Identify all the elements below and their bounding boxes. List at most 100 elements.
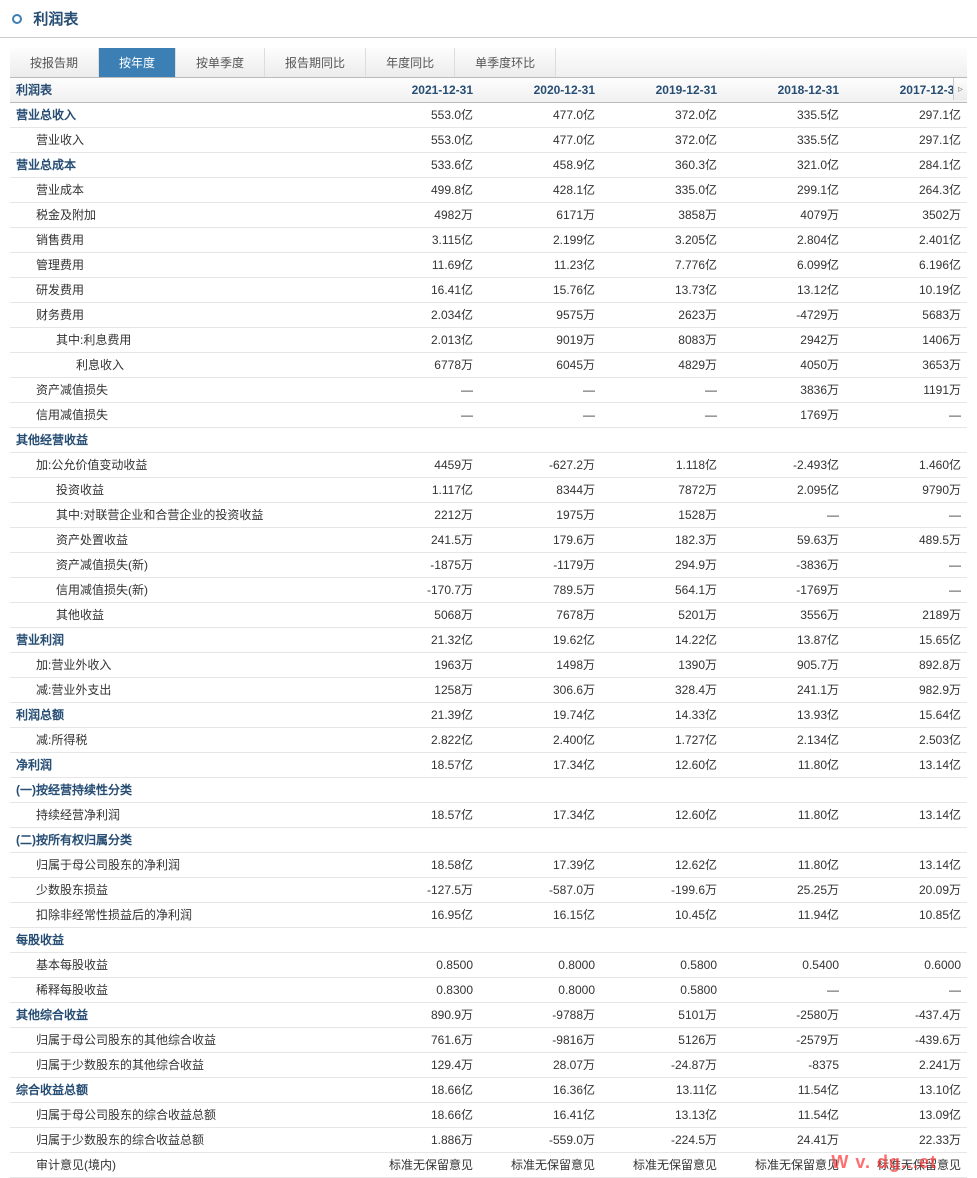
row-label: 信用减值损失(新)	[10, 578, 357, 603]
cell	[723, 828, 845, 853]
cell	[479, 928, 601, 953]
row-label: 加:公允价值变动收益	[10, 453, 357, 478]
cell: 13.10亿	[845, 1078, 967, 1103]
cell	[845, 428, 967, 453]
cell	[357, 778, 479, 803]
cell: 16.41亿	[479, 1103, 601, 1128]
cell: 284.1亿	[845, 153, 967, 178]
cell: 19.62亿	[479, 628, 601, 653]
cell: 2189万	[845, 603, 967, 628]
row-label: 减:所得税	[10, 728, 357, 753]
cell: 458.9亿	[479, 153, 601, 178]
cell: -2579万	[723, 1028, 845, 1053]
cell: 1406万	[845, 328, 967, 353]
cell: 4050万	[723, 353, 845, 378]
cell: 13.14亿	[845, 803, 967, 828]
row-label: 管理费用	[10, 253, 357, 278]
cell: 11.23亿	[479, 253, 601, 278]
cell: 2.013亿	[357, 328, 479, 353]
tab-2[interactable]: 按单季度	[176, 48, 265, 77]
row-label: 其他收益	[10, 603, 357, 628]
cell: 12.62亿	[601, 853, 723, 878]
cell: 1963万	[357, 653, 479, 678]
table-row: 信用减值损失———1769万—	[10, 403, 967, 428]
row-label: 持续经营净利润	[10, 803, 357, 828]
cell: —	[845, 503, 967, 528]
cell: 2.134亿	[723, 728, 845, 753]
cell: 0.8000	[479, 953, 601, 978]
cell: 335.5亿	[723, 128, 845, 153]
cell: 9790万	[845, 478, 967, 503]
cell: 59.63万	[723, 528, 845, 553]
table-row: 净利润18.57亿17.34亿12.60亿11.80亿13.14亿	[10, 753, 967, 778]
row-label: 少数股东损益	[10, 878, 357, 903]
cell: 4829万	[601, 353, 723, 378]
cell: 499.8亿	[357, 178, 479, 203]
table-row: 扣除非经常性损益后的净利润16.95亿16.15亿10.45亿11.94亿10.…	[10, 903, 967, 928]
cell	[357, 928, 479, 953]
table-row: (二)按所有权归属分类	[10, 828, 967, 853]
cell: 892.8万	[845, 653, 967, 678]
row-label: 资产处置收益	[10, 528, 357, 553]
cell: 3.115亿	[357, 228, 479, 253]
cell: 789.5万	[479, 578, 601, 603]
table-row: 其他收益5068万7678万5201万3556万2189万	[10, 603, 967, 628]
scroll-right-icon[interactable]: ▹	[953, 78, 967, 100]
cell	[357, 428, 479, 453]
cell: 标准无保留意见	[723, 1153, 845, 1178]
cell: 0.5800	[601, 978, 723, 1003]
cell: —	[357, 378, 479, 403]
cell: 18.57亿	[357, 803, 479, 828]
bullet-icon	[12, 14, 22, 24]
cell: -1875万	[357, 553, 479, 578]
row-label: 营业总收入	[10, 103, 357, 128]
cell: 7.776亿	[601, 253, 723, 278]
cell: 6171万	[479, 203, 601, 228]
cell: 25.25万	[723, 878, 845, 903]
col-header-2: 2020-12-31	[479, 78, 601, 103]
cell: 2.804亿	[723, 228, 845, 253]
tab-1[interactable]: 按年度	[99, 48, 176, 77]
cell: 6.196亿	[845, 253, 967, 278]
table-row: 营业总收入553.0亿477.0亿372.0亿335.5亿297.1亿	[10, 103, 967, 128]
cell: —	[845, 978, 967, 1003]
cell: 11.80亿	[723, 753, 845, 778]
tab-0[interactable]: 按报告期	[10, 48, 99, 77]
cell: 2.241万	[845, 1053, 967, 1078]
table-row: 管理费用11.69亿11.23亿7.776亿6.099亿6.196亿	[10, 253, 967, 278]
cell: 标准无保留意见	[845, 1153, 967, 1178]
cell: -24.87万	[601, 1053, 723, 1078]
table-row: 研发费用16.41亿15.76亿13.73亿13.12亿10.19亿	[10, 278, 967, 303]
cell: 182.3万	[601, 528, 723, 553]
row-label: 营业收入	[10, 128, 357, 153]
cell: 2.503亿	[845, 728, 967, 753]
cell: 3653万	[845, 353, 967, 378]
cell: 24.41万	[723, 1128, 845, 1153]
table-row: 财务费用2.034亿9575万2623万-4729万5683万	[10, 303, 967, 328]
row-label: 财务费用	[10, 303, 357, 328]
tab-5[interactable]: 单季度环比	[455, 48, 556, 77]
row-label: 其中:利息费用	[10, 328, 357, 353]
cell: 2623万	[601, 303, 723, 328]
cell: —	[479, 378, 601, 403]
cell: —	[723, 978, 845, 1003]
cell: -627.2万	[479, 453, 601, 478]
cell: -9816万	[479, 1028, 601, 1053]
cell: 761.6万	[357, 1028, 479, 1053]
table-row: 归属于少数股东的综合收益总额1.886万-559.0万-224.5万24.41万…	[10, 1128, 967, 1153]
cell: —	[479, 403, 601, 428]
cell: 13.11亿	[601, 1078, 723, 1103]
tab-3[interactable]: 报告期同比	[265, 48, 366, 77]
cell: -1769万	[723, 578, 845, 603]
cell: -439.6万	[845, 1028, 967, 1053]
cell: 11.80亿	[723, 853, 845, 878]
cell: 0.8300	[357, 978, 479, 1003]
cell: 22.33万	[845, 1128, 967, 1153]
cell: -8375	[723, 1053, 845, 1078]
cell: 0.5800	[601, 953, 723, 978]
cell: -2.493亿	[723, 453, 845, 478]
cell: 299.1亿	[723, 178, 845, 203]
tab-4[interactable]: 年度同比	[366, 48, 455, 77]
cell: 306.6万	[479, 678, 601, 703]
cell: 9019万	[479, 328, 601, 353]
